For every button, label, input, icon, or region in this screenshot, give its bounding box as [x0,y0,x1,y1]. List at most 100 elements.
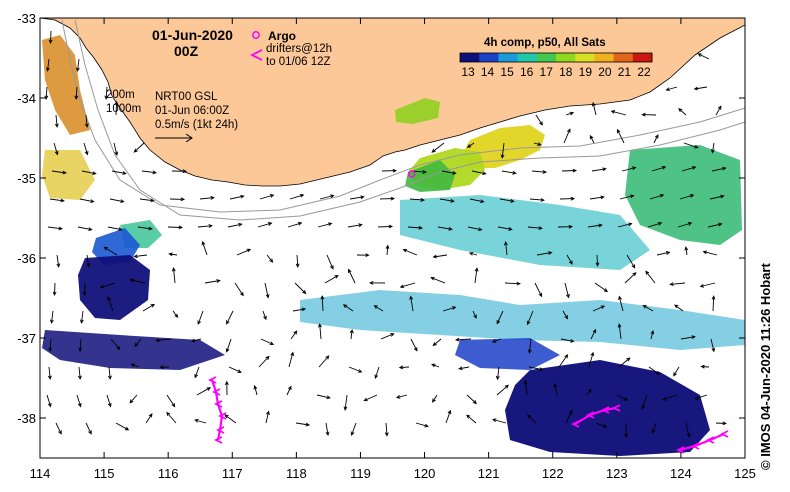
current-vector [45,58,50,72]
current-vector [290,330,298,340]
current-vector [129,394,138,404]
current-vector [86,254,91,268]
current-vector [684,246,689,256]
y-tick-label: -37 [17,331,36,346]
current-vector [107,296,114,312]
current-vector [495,366,500,381]
current-vector [82,282,87,297]
isobath-200m-label: 200m [106,89,135,101]
colorbar-frame [459,52,653,63]
current-vector [565,111,575,116]
sst-patch-lime-north [395,98,440,124]
current-vector [624,422,629,439]
current-vector [711,295,716,312]
current-vector [317,222,333,228]
current-vector [350,422,357,436]
current-vector [711,166,727,172]
current-vector [707,222,723,228]
current-vector [616,394,629,401]
current-vector [289,193,305,200]
current-vector [458,366,470,371]
sst-colorbar [459,52,653,63]
x-tick-label: 115 [94,466,115,481]
current-vector [316,394,331,400]
drifter-position [213,436,223,444]
current-vector [83,142,89,156]
current-vector [699,282,716,288]
current-vector [642,304,654,312]
current-vector [264,282,270,299]
current-vector [430,276,446,284]
current-vector [266,254,274,263]
current-vector [228,366,242,373]
current-vector [501,170,517,175]
current-vector [685,422,691,439]
colorbar-tick: 20 [598,65,612,79]
x-tick-label: 116 [158,466,179,481]
axis-ticks: 114 115 116 117 118 119 120 121 122 123 124 125 -33 -… [17,11,756,481]
current-vector [445,409,452,424]
current-vector [53,142,59,156]
current-vector [224,380,229,396]
current-vector [379,196,396,201]
current-vector [432,254,448,259]
current-vector [318,355,330,368]
current-vector [415,422,429,428]
current-vector [159,365,170,370]
current-vector [589,195,605,200]
colorbar-tick: 15 [500,65,514,79]
current-vector [129,278,146,284]
current-vector [236,248,252,256]
current-vector [292,307,307,312]
current-vector [395,394,408,399]
imos-credit: © IMOS 04-Jun-2020 11:26 Hobart [758,263,773,470]
current-vector [79,198,95,204]
colorbar-tick: 22 [637,65,651,79]
current-vector [700,364,710,369]
current-vector [681,166,697,172]
colorbar-tick: 13 [461,65,475,79]
current-vector [194,418,207,424]
current-vector [645,270,656,284]
current-vector [589,134,595,144]
current-vector [469,198,485,204]
current-vector [348,268,356,284]
current-vector [171,169,188,174]
current-vector [432,338,442,347]
current-vector [49,310,54,324]
drifter-position [600,406,610,414]
current-vector [145,413,153,424]
current-vector [565,409,573,424]
current-vector [287,221,303,228]
current-vector [641,112,657,117]
current-vector [651,422,657,434]
colorbar-swatch [613,53,634,62]
colorbar-tick: 17 [540,65,554,79]
current-vector [715,421,727,426]
current-vector [653,134,659,144]
x-tick-label: 119 [350,466,371,481]
current-vector [133,254,148,259]
current-vector [496,310,504,325]
current-vector [384,422,389,437]
current-vector [527,338,532,354]
current-vector [377,224,394,229]
current-vector [106,394,112,408]
current-vector [141,170,157,175]
current-vector [566,254,573,265]
drifter-position [611,404,621,412]
current-vector [115,422,130,431]
x-tick-label: 114 [30,466,51,481]
product-time: 01-Jun 06:00Z [155,105,229,117]
current-vector [683,142,699,149]
current-vector [166,411,177,424]
current-vector [199,195,215,200]
current-vector [588,351,595,368]
current-vector [229,194,245,200]
current-vector [702,250,718,256]
current-vector [467,226,483,232]
current-vector [201,240,208,256]
current-vector [51,170,67,175]
current-vector [437,226,453,231]
current-vector [47,366,52,380]
